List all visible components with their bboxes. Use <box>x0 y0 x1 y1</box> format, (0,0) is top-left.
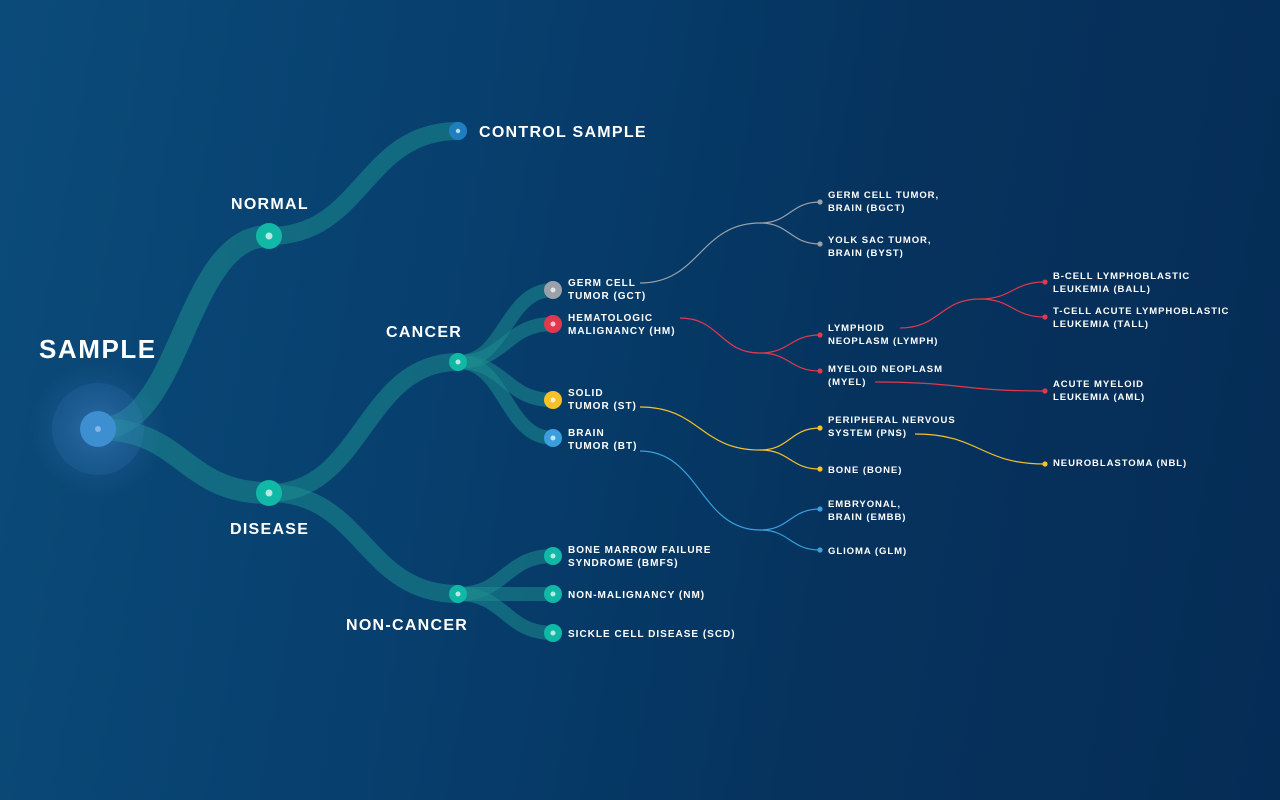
myel-label: MYELOID NEOPLASM (MYEL) <box>828 364 943 388</box>
glm-label: GLIOMA (GLM) <box>828 546 908 557</box>
link-st-bone <box>759 449 821 470</box>
pns-label: PERIPHERAL NERVOUS SYSTEM (PNS) <box>828 415 956 439</box>
cancer-label: CANCER <box>386 324 463 341</box>
lymph-label: LYMPHOID NEOPLASM (LYMPH) <box>828 323 939 347</box>
bt-label: BRAIN TUMOR (BT) <box>568 428 638 452</box>
branch-cancer-bt <box>451 355 560 445</box>
nm-node-center <box>550 591 556 597</box>
branch-disease-noncancer <box>260 484 467 603</box>
lymph-dot <box>817 332 823 338</box>
nbl-label: NEUROBLASTOMA (NBL) <box>1053 458 1188 469</box>
embb-label: EMBRYONAL, BRAIN (EMBB) <box>828 499 907 523</box>
gct-label: GERM CELL TUMOR (GCT) <box>568 278 647 302</box>
root-label: SAMPLE <box>39 334 157 364</box>
noncancer-node-center <box>455 591 461 597</box>
aml-dot <box>1042 388 1048 394</box>
hm-node-center <box>550 321 556 327</box>
control-sample-label: CONTROL SAMPLE <box>479 124 647 141</box>
tall-dot <box>1042 314 1048 320</box>
link-bt-glm <box>759 529 821 551</box>
pns-dot <box>817 425 823 431</box>
link-lymph-ball <box>899 281 1046 329</box>
bgct-label: GERM CELL TUMOR, BRAIN (BGCT) <box>828 190 940 214</box>
gct-node-center <box>550 287 556 293</box>
link-hm-myel <box>759 352 821 372</box>
link-gct-bgct <box>639 201 821 284</box>
scd-label: SICKLE CELL DISEASE (SCD) <box>568 629 736 640</box>
nbl-dot <box>1042 461 1048 467</box>
bone-dot <box>817 466 823 472</box>
ball-label: B-CELL LYMPHOBLASTIC LEUKEMIA (BALL) <box>1053 271 1191 295</box>
byst-label: YOLK SAC TUMOR, BRAIN (BYST) <box>828 235 932 259</box>
cancer-node-center <box>455 359 461 365</box>
ball-dot <box>1042 279 1048 285</box>
bt-node-center <box>550 435 556 441</box>
link-bt-embb <box>639 450 821 531</box>
aml-label: ACUTE MYELOID LEUKEMIA (AML) <box>1053 379 1146 403</box>
st-node-center <box>550 397 556 403</box>
branch-disease-cancer <box>260 353 467 502</box>
st-label: SOLID TUMOR (ST) <box>568 388 637 412</box>
branch-normal-control <box>260 122 467 245</box>
normal-label: NORMAL <box>231 196 309 213</box>
link-lymph-tall <box>979 298 1046 318</box>
scd-node-center <box>550 630 556 636</box>
link-gct-byst <box>759 222 821 245</box>
hm-label: HEMATOLOGIC MALIGNANCY (HM) <box>568 313 676 337</box>
myel-dot <box>817 368 823 374</box>
bmfs-node-center <box>550 553 556 559</box>
root-node-center <box>95 426 101 432</box>
branch-noncancer-scd <box>451 587 560 640</box>
tall-label: T-CELL ACUTE LYMPHOBLASTIC LEUKEMIA (TALL… <box>1053 306 1230 330</box>
link-myel-aml <box>874 381 1046 392</box>
link-st-pns <box>639 406 821 451</box>
bmfs-label: BONE MARROW FAILURE SYNDROME (BMFS) <box>568 545 712 569</box>
glm-dot <box>817 547 823 553</box>
disease-node-center <box>265 489 273 497</box>
bone-label: BONE (BONE) <box>828 465 903 476</box>
byst-dot <box>817 241 823 247</box>
control-sample-node-center <box>455 128 461 134</box>
link-pns-nbl <box>914 433 1046 465</box>
noncancer-label: NON-CANCER <box>346 617 469 634</box>
link-hm-lymph <box>679 317 821 354</box>
normal-node-center <box>265 232 273 240</box>
bgct-dot <box>817 199 823 205</box>
embb-dot <box>817 506 823 512</box>
disease-label: DISEASE <box>230 521 310 538</box>
nm-label: NON-MALIGNANCY (NM) <box>568 590 706 601</box>
